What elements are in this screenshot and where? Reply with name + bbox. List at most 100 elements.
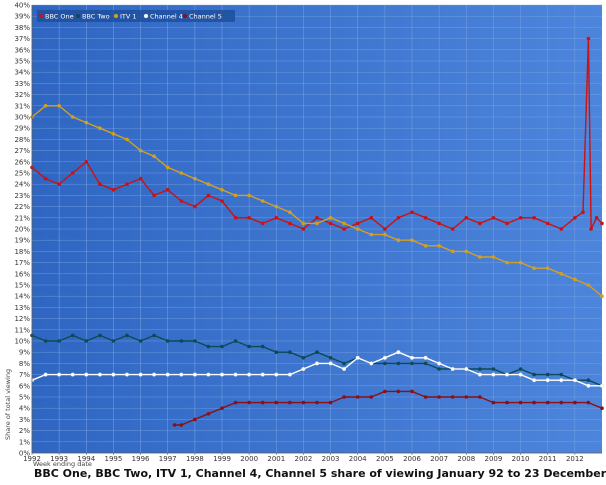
data-point bbox=[382, 355, 387, 360]
data-point bbox=[124, 372, 129, 377]
data-point bbox=[179, 372, 184, 377]
y-tick-label: 37% bbox=[14, 35, 30, 43]
y-tick-label: 15% bbox=[14, 282, 30, 290]
data-point bbox=[589, 227, 593, 231]
data-point bbox=[84, 120, 89, 125]
data-point bbox=[559, 400, 564, 405]
data-point bbox=[369, 216, 374, 220]
data-point bbox=[206, 193, 211, 198]
data-point bbox=[247, 193, 251, 198]
x-tick-label: 1994 bbox=[77, 455, 95, 463]
data-point bbox=[193, 339, 197, 343]
y-tick-label: 14% bbox=[14, 293, 30, 301]
data-point bbox=[315, 361, 320, 366]
data-point bbox=[84, 372, 89, 377]
data-point bbox=[260, 372, 265, 377]
data-point bbox=[450, 227, 455, 231]
data-point bbox=[179, 199, 184, 203]
data-point bbox=[260, 400, 265, 405]
data-point bbox=[396, 238, 401, 242]
data-point bbox=[491, 400, 496, 405]
data-point bbox=[423, 216, 428, 220]
data-point bbox=[165, 165, 170, 170]
data-point bbox=[423, 361, 428, 366]
x-tick-label: 2002 bbox=[295, 455, 313, 463]
data-point bbox=[437, 361, 442, 366]
data-point bbox=[274, 216, 279, 220]
data-point bbox=[247, 400, 251, 405]
data-point bbox=[138, 339, 143, 343]
data-point bbox=[518, 372, 523, 377]
data-point bbox=[179, 423, 184, 427]
data-point bbox=[274, 204, 279, 209]
legend-marker bbox=[39, 14, 43, 18]
legend-label: Channel 5 bbox=[189, 13, 222, 21]
data-point bbox=[600, 406, 604, 411]
data-point bbox=[288, 210, 292, 214]
data-point bbox=[355, 227, 360, 231]
data-point bbox=[179, 171, 184, 175]
data-point bbox=[573, 277, 577, 282]
data-point bbox=[573, 400, 577, 405]
data-point bbox=[206, 182, 211, 186]
data-point bbox=[383, 227, 387, 231]
data-point bbox=[342, 367, 347, 372]
x-tick-label: 1992 bbox=[23, 455, 41, 463]
data-point bbox=[478, 255, 482, 259]
y-tick-label: 5% bbox=[19, 394, 30, 402]
data-point bbox=[491, 255, 496, 259]
data-point bbox=[559, 372, 564, 377]
data-point bbox=[423, 244, 428, 248]
data-point bbox=[586, 36, 591, 41]
data-point bbox=[165, 188, 170, 192]
data-point bbox=[220, 188, 224, 192]
y-tick-label: 13% bbox=[14, 304, 30, 312]
y-tick-label: 1% bbox=[19, 438, 30, 446]
data-point bbox=[220, 344, 224, 349]
y-tick-label: 38% bbox=[14, 24, 30, 32]
x-tick-label: 1996 bbox=[132, 455, 150, 463]
data-point bbox=[70, 372, 75, 377]
data-point bbox=[545, 372, 550, 377]
data-point bbox=[193, 204, 197, 209]
y-tick-label: 2% bbox=[19, 427, 30, 435]
series-layer bbox=[30, 36, 605, 427]
data-point bbox=[478, 395, 482, 399]
y-tick-label: 39% bbox=[14, 13, 30, 21]
y-tick-label: 33% bbox=[14, 80, 30, 88]
data-point bbox=[43, 176, 48, 181]
data-point bbox=[573, 216, 577, 220]
data-point bbox=[355, 221, 360, 226]
data-point bbox=[98, 182, 102, 186]
data-point bbox=[505, 400, 509, 405]
data-point bbox=[301, 356, 306, 360]
y-tick-label: 40% bbox=[14, 2, 30, 10]
data-point bbox=[600, 294, 604, 299]
x-tick-label: 2006 bbox=[403, 455, 421, 463]
x-tick-label: 2007 bbox=[430, 455, 448, 463]
data-point bbox=[581, 210, 585, 214]
data-point bbox=[165, 339, 170, 343]
data-point bbox=[152, 193, 156, 198]
data-point bbox=[125, 182, 129, 186]
data-point bbox=[586, 383, 591, 388]
data-point bbox=[586, 378, 591, 383]
data-point bbox=[274, 350, 279, 355]
data-point bbox=[342, 395, 346, 399]
data-point bbox=[206, 344, 211, 349]
data-point bbox=[315, 400, 319, 405]
y-tick-label: 0% bbox=[19, 450, 30, 458]
y-axis-label: Share of total viewing bbox=[4, 369, 12, 440]
data-point bbox=[396, 361, 401, 366]
y-tick-label: 30% bbox=[14, 114, 30, 122]
legend-marker bbox=[114, 14, 118, 18]
x-tick-label: 2001 bbox=[267, 455, 285, 463]
data-point bbox=[125, 333, 129, 338]
series-line-bbc-one bbox=[31, 37, 603, 230]
data-point bbox=[355, 395, 360, 399]
data-point bbox=[559, 378, 564, 383]
data-point bbox=[545, 400, 550, 405]
data-point bbox=[545, 378, 550, 383]
data-point bbox=[545, 221, 550, 226]
